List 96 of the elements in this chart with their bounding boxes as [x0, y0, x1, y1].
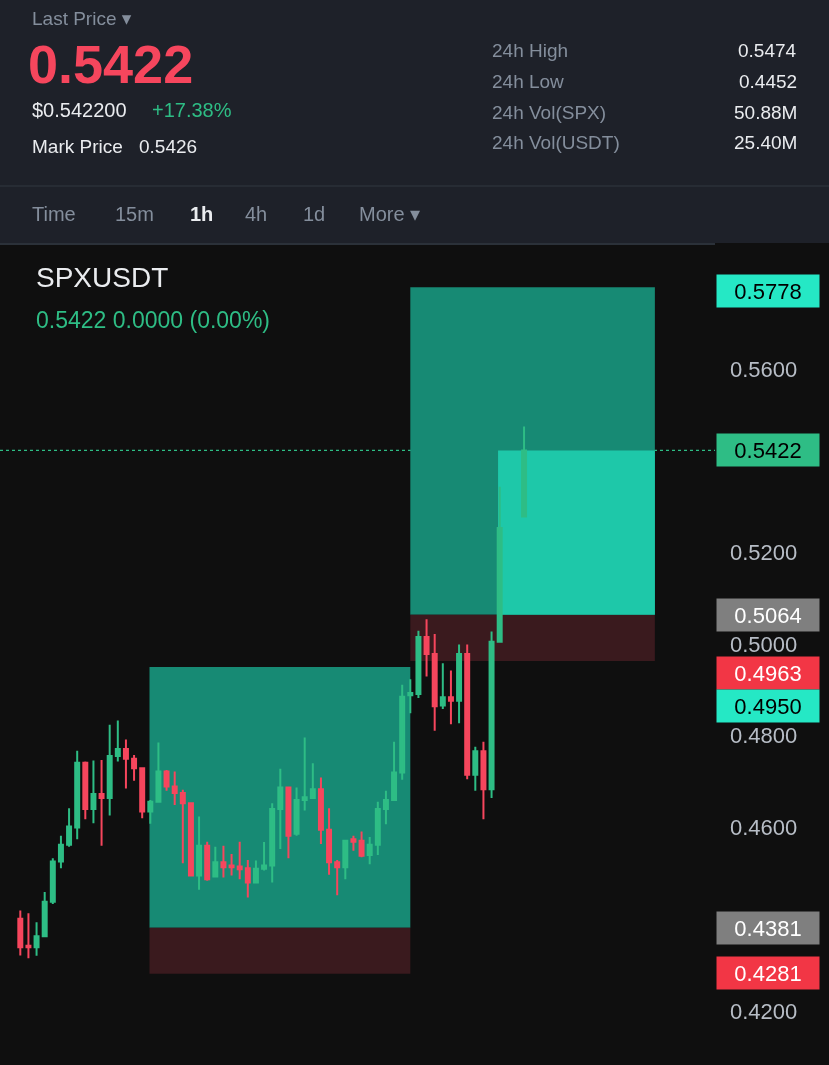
candlestick [358, 830, 365, 859]
candlestick [447, 669, 454, 726]
y-tick-label: 0.5200 [730, 539, 798, 565]
text: +17.38% [152, 99, 232, 121]
candlestick [114, 719, 121, 763]
text: 24h Vol(USDT) [492, 132, 620, 153]
candlestick [220, 844, 227, 879]
text: 0.4963 [734, 660, 802, 686]
candlestick [212, 845, 219, 878]
text: 4h [245, 203, 268, 225]
candlestick [285, 785, 292, 860]
candlestick [488, 630, 495, 800]
candlestick [309, 762, 316, 800]
candlestick [82, 760, 89, 821]
y-tick-label: 0.4200 [730, 998, 798, 1024]
text: 0.4950 [734, 693, 802, 719]
candlestick [480, 740, 487, 821]
candlestick [228, 853, 235, 877]
candlestick [521, 425, 528, 518]
ref-line-label: 0.5422 [734, 437, 802, 463]
candlestick [57, 834, 64, 870]
candlestick [41, 891, 48, 938]
candlestick [326, 807, 333, 876]
y-tick-label: 0.4800 [730, 723, 798, 749]
text: $0.542200 [32, 99, 127, 121]
candlestick [171, 770, 178, 806]
candlestick [106, 723, 113, 817]
y-tick-label: 0.5000 [730, 631, 798, 657]
candlestick [464, 643, 471, 781]
text: 0.5422 0.0000 (0.00%) [36, 307, 271, 333]
candlestick [163, 769, 170, 792]
text: Mark Price [32, 136, 123, 157]
candlestick [342, 838, 349, 881]
candlestick [90, 759, 97, 825]
candlestick [74, 749, 81, 841]
candlestick [131, 753, 138, 782]
candlestick [439, 662, 446, 711]
text: 0.5426 [139, 136, 198, 157]
candlestick [244, 859, 251, 899]
candlestick [317, 776, 324, 845]
candlestick [277, 767, 284, 850]
text: 24h Low [492, 71, 565, 92]
candlestick [17, 909, 24, 957]
text: 0.4281 [734, 960, 802, 986]
text: 50.88M [734, 102, 798, 123]
text: 0.5474 [738, 40, 797, 61]
candlestick [122, 738, 129, 790]
candlestick [415, 629, 422, 700]
text: 15m [115, 203, 154, 225]
text: 0.4381 [734, 915, 802, 941]
candlestick [236, 840, 243, 881]
candlestick [350, 834, 357, 852]
candlestick [366, 836, 373, 866]
candlestick [399, 683, 406, 781]
candlestick [155, 741, 162, 804]
text: SPXUSDT [36, 261, 169, 293]
text: Last Price ▾ [32, 8, 132, 29]
candlestick [391, 740, 398, 801]
candlestick [456, 643, 463, 725]
candlestick [382, 789, 389, 826]
candlestick [407, 678, 414, 715]
candlestick [472, 745, 479, 792]
candlestick [252, 859, 259, 885]
candlestick [49, 857, 56, 906]
candlestick [261, 841, 268, 872]
candlestick [196, 815, 203, 891]
text: 1d [303, 203, 326, 225]
candlestick [204, 840, 211, 882]
candlestick [179, 788, 186, 865]
candlestick [269, 802, 276, 884]
text: 24h Vol(SPX) [492, 102, 607, 123]
text: 24h High [492, 40, 569, 61]
candlestick [423, 618, 430, 678]
y-tick-label: 0.5600 [730, 356, 798, 382]
text: 0.5778 [734, 278, 802, 304]
candlestick [66, 807, 73, 848]
candlestick [147, 798, 154, 825]
candlestick [334, 859, 341, 897]
candlestick [98, 759, 105, 847]
y-tick-label: 0.4600 [730, 815, 798, 841]
candlestick [293, 786, 300, 837]
candlestick [139, 767, 146, 820]
text: 0.5064 [734, 602, 802, 628]
text: Time [32, 203, 76, 225]
text: 1h [190, 203, 214, 225]
candlestick [374, 800, 381, 856]
candlestick [33, 921, 40, 957]
candlestick [187, 802, 194, 878]
text: 25.40M [734, 132, 798, 153]
candlestick [301, 736, 308, 812]
candlestick [496, 485, 503, 643]
candlestick [25, 912, 32, 960]
text: More ▾ [359, 203, 421, 225]
text: 0.5422 [28, 34, 194, 94]
candlestick [431, 632, 438, 732]
text: 0.4452 [739, 71, 798, 92]
